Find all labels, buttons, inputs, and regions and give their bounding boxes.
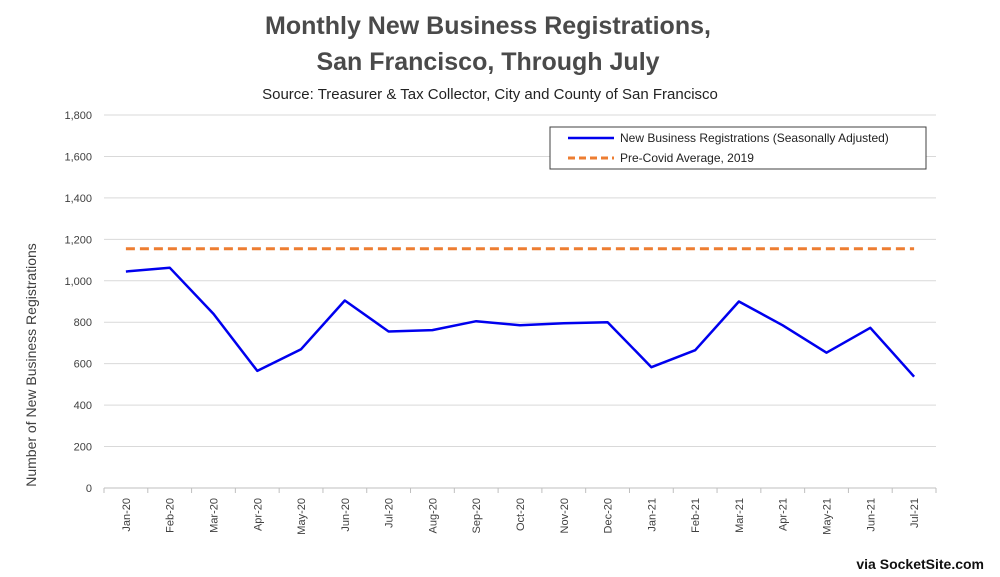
y-tick-label: 200 [74, 442, 92, 454]
x-tick-label: Sep-20 [471, 498, 483, 533]
x-tick-label: Mar-21 [734, 498, 746, 533]
x-tick-label: Apr-21 [778, 498, 790, 531]
chart-title-line-2: San Francisco, Through July [316, 48, 660, 76]
x-tick-label: Apr-20 [252, 498, 264, 531]
x-tick-label: Aug-20 [427, 498, 439, 533]
x-tick-label: Jan-21 [646, 498, 658, 532]
x-tick-label: Feb-20 [165, 498, 177, 533]
x-tick-label: Feb-21 [690, 498, 702, 533]
x-tick-label: Jul-20 [384, 498, 396, 528]
x-tick-label: Nov-20 [559, 498, 571, 533]
x-tick-label: Mar-20 [208, 498, 220, 533]
y-tick-label: 1,600 [64, 151, 92, 163]
y-tick-label: 1,400 [64, 193, 92, 205]
x-tick-label: Jun-20 [340, 498, 352, 532]
chart-subtitle: Source: Treasurer & Tax Collector, City … [262, 86, 718, 103]
y-tick-label: 0 [86, 483, 92, 495]
x-tick-label: Jul-21 [909, 498, 921, 528]
y-tick-label: 1,200 [64, 234, 92, 246]
legend-label: New Business Registrations (Seasonally A… [620, 131, 889, 145]
y-tick-label: 1,800 [64, 110, 92, 122]
y-tick-label: 800 [74, 317, 92, 329]
x-tick-label: May-20 [296, 498, 308, 535]
watermark: via SocketSite.com [856, 556, 984, 572]
x-tick-label: Oct-20 [515, 498, 527, 531]
legend-label: Pre-Covid Average, 2019 [620, 151, 754, 165]
x-tick-label: Jun-21 [865, 498, 877, 532]
registrations-line [125, 266, 916, 378]
y-tick-label: 1,000 [64, 276, 92, 288]
y-tick-label: 400 [74, 400, 92, 412]
chart-title-line-1: Monthly New Business Registrations, [265, 12, 711, 40]
x-tick-label: May-21 [822, 498, 834, 535]
y-tick-label: 600 [74, 359, 92, 371]
legend-box [549, 126, 927, 170]
x-tick-label: Jan-20 [121, 498, 133, 532]
x-tick-label: Dec-20 [603, 498, 615, 533]
